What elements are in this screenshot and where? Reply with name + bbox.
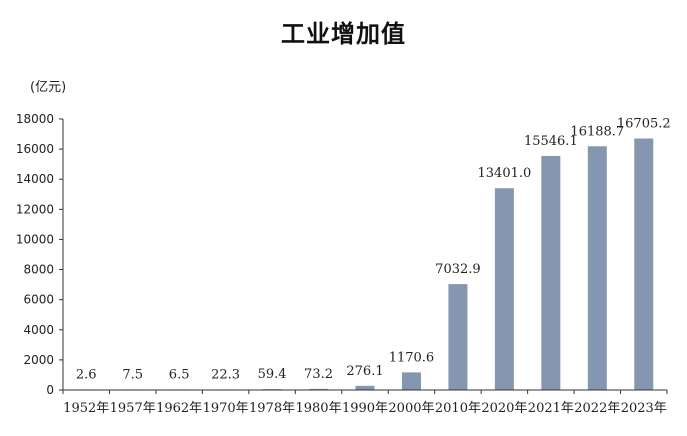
bar <box>309 388 329 390</box>
x-category-label: 2000年 <box>388 401 434 416</box>
data-label: 73.2 <box>304 367 333 382</box>
data-label: 15546.1 <box>524 134 578 149</box>
y-tick-label: 14000 <box>16 172 54 186</box>
x-category-label: 2020年 <box>481 401 527 416</box>
x-category-label: 1990年 <box>342 401 388 416</box>
data-label: 1170.6 <box>389 350 435 365</box>
y-tick-label: 18000 <box>16 112 54 126</box>
y-tick-label: 12000 <box>16 202 54 216</box>
x-category-label: 2023年 <box>621 401 667 416</box>
x-category-label: 1980年 <box>295 401 341 416</box>
bar <box>355 385 375 390</box>
data-label: 2.6 <box>76 367 97 382</box>
y-axis-unit-label: (亿元) <box>30 80 66 95</box>
axes-layer: 0 2000 4000 6000 8000 10000 12000 14000 16000 180… <box>16 112 668 397</box>
x-category-label: 1970年 <box>203 401 249 416</box>
x-category-label: 1957年 <box>110 401 156 416</box>
x-category-label: 2021年 <box>528 401 574 416</box>
data-label: 59.4 <box>258 367 287 382</box>
bar <box>448 284 468 390</box>
y-tick-label: 10000 <box>16 232 54 246</box>
x-category-label: 1978年 <box>249 401 295 416</box>
bar <box>401 372 421 390</box>
chart-title: 工业增加值 <box>281 19 406 48</box>
x-category-label: 2010年 <box>435 401 481 416</box>
data-label: 16188.7 <box>570 124 624 139</box>
x-category-label: 1952年 <box>63 401 109 416</box>
bar <box>587 146 607 390</box>
bar <box>634 138 654 390</box>
bars-layer <box>76 138 654 390</box>
x-category-label: 2022年 <box>574 401 620 416</box>
y-tick-label: 6000 <box>23 293 54 307</box>
bar <box>541 155 561 390</box>
labels-layer: 2.6 1952年 7.5 1957年 6.5 1962年 22.3 1970年 59.4 197… <box>63 116 670 416</box>
y-tick-label: 8000 <box>23 263 54 277</box>
y-tick-label: 2000 <box>23 353 54 367</box>
data-label: 22.3 <box>211 367 240 382</box>
data-label: 16705.2 <box>617 116 671 131</box>
y-tick-label: 4000 <box>23 323 54 337</box>
y-tick-label: 0 <box>46 383 54 397</box>
y-tick-label: 16000 <box>16 142 54 156</box>
x-category-label: 1962年 <box>156 401 202 416</box>
data-label: 7.5 <box>122 367 143 382</box>
data-label: 13401.0 <box>478 166 532 181</box>
data-label: 7032.9 <box>435 262 481 277</box>
data-label: 276.1 <box>346 364 383 379</box>
bar <box>494 188 514 390</box>
data-label: 6.5 <box>169 367 190 382</box>
